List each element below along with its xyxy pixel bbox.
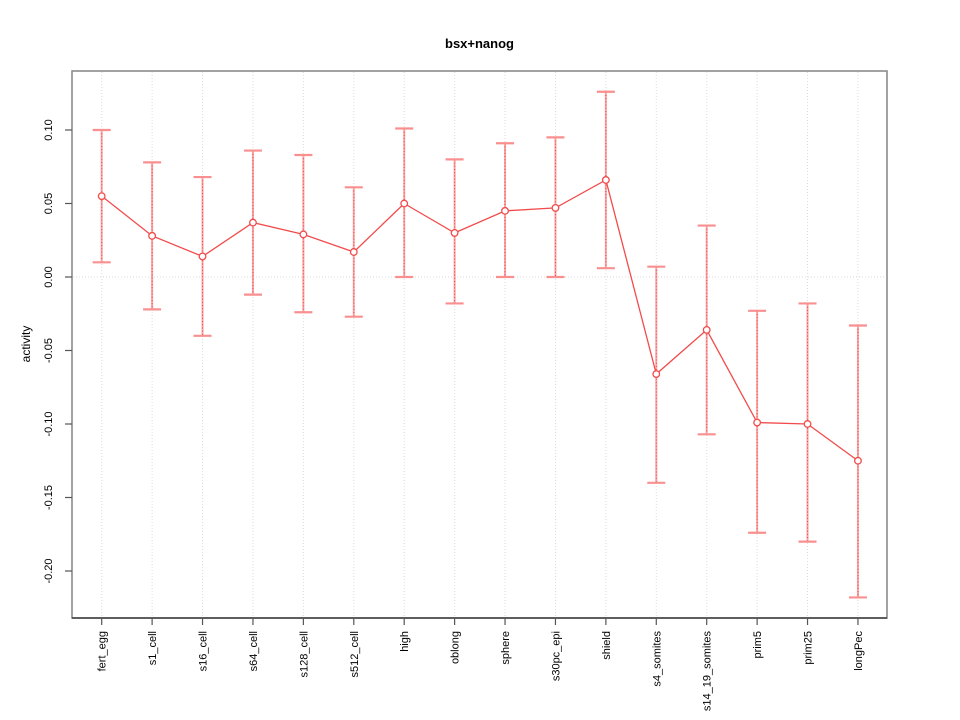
data-point [349,248,358,256]
x-tick-label: s30pc_epi [550,631,562,681]
series-line [101,179,859,462]
x-tick-label: s4_somites [651,631,663,687]
y-tick-label: 0.00 [43,266,55,287]
x-tick-label: longPec [853,631,865,671]
data-point [249,218,257,227]
data-point [148,231,157,240]
data-point [753,418,762,427]
data-point [299,230,308,239]
x-tick-label: high [399,631,411,652]
data-point [501,206,509,215]
chart-title: bsx+nanog [445,36,514,51]
x-tick-label: shield [601,631,613,660]
x-tick-label: prim5 [752,631,764,659]
grid-layer [73,72,886,617]
y-axis-label: activity [19,326,33,363]
data-point [803,420,812,428]
data-point [652,370,661,378]
x-tick-label: prim25 [803,631,815,665]
x-tick-label: s1_cell [147,631,159,665]
x-tick-label: s14_19_somites [702,631,714,712]
x-tick-label: fert_egg [97,631,109,671]
x-tick-label: s16_cell [198,631,210,671]
data-point [198,252,207,261]
data-layer [92,90,867,599]
axis-layer: 0.10 0.05 0.00 -0.05 -0.10 -0.15 -0.20 fert_egg… [43,119,865,711]
y-tick-label: -0.05 [43,338,55,363]
data-point [400,199,409,208]
data-point [450,228,459,237]
data-point [854,456,862,465]
plot-box [71,70,888,619]
y-tick-label: -0.10 [43,411,55,436]
x-tick-label: s512_cell [349,631,361,677]
x-tick-label: s128_cell [298,631,310,677]
y-tick-label: -0.15 [43,485,55,510]
x-tick-label: s64_cell [248,631,260,671]
data-point [551,203,560,212]
x-tick-label: oblong [450,631,462,664]
data-point [601,176,610,184]
y-tick-label: 0.10 [43,119,55,140]
data-point [97,192,106,201]
x-tick-label: sphere [500,631,512,665]
data-point [702,325,711,334]
y-tick-label: -0.20 [43,558,55,583]
frame-layer [71,70,888,619]
y-tick-label: 0.05 [43,193,55,214]
